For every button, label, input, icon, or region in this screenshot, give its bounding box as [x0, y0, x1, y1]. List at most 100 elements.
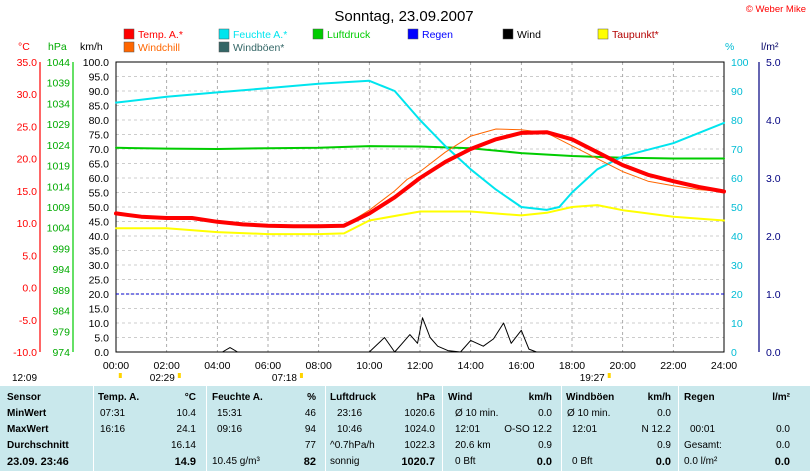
wind-unit-label: km/h	[80, 41, 103, 53]
time-marker-1	[177, 373, 181, 378]
max-hum-val: 94	[304, 424, 316, 435]
table-row-current: 23.09. 23:46 14.9 10.45 g/m³ 82 sonnig 1…	[0, 456, 810, 470]
time-marker-label-2: 07:18	[272, 373, 297, 384]
max-wind-time: 12:01	[455, 424, 481, 435]
pressure-tick-label: 1014	[47, 181, 71, 193]
legend-label-4: Wind	[517, 29, 541, 41]
table-header-row: Sensor Temp. A. °C Feuchte A. % Luftdruc…	[0, 392, 810, 406]
hdr-hum: Feuchte A.	[212, 392, 263, 403]
wind-tick-label: 0.0	[94, 347, 109, 359]
current-wind-val: 0.0	[536, 456, 552, 468]
time-marker-2	[299, 373, 303, 378]
chart-grid	[115, 61, 725, 353]
hdr-hum-unit: %	[307, 392, 316, 403]
max-label: MaxWert	[7, 424, 49, 435]
current-hum-val: 82	[303, 456, 316, 468]
current-press-val: 1020.7	[401, 456, 435, 468]
pressure-unit-label: hPa	[48, 41, 67, 53]
avg-gust-val: 0.9	[657, 440, 671, 451]
plot-frame	[115, 61, 725, 353]
humidity-tick-label: 80	[731, 115, 743, 127]
min-hum-val: 46	[304, 408, 316, 419]
avg-rain-val: 0.0	[776, 440, 790, 451]
time-marker-label-0: 12:09	[12, 373, 37, 384]
humidity-tick-label: 30	[731, 260, 743, 272]
wind-tick-label: 95.0	[89, 72, 110, 84]
temp-tick-label: 35.0	[17, 57, 38, 69]
time-marker-0	[118, 373, 122, 378]
legend-swatch-7	[218, 41, 230, 53]
avg-wind-label: 20.6 km	[455, 440, 491, 451]
current-wind-label: 0 Bft	[455, 456, 476, 467]
x-tick-label: 16:00	[508, 360, 534, 372]
wind-tick-label: 30.0	[89, 260, 110, 272]
min-gust-val: 0.0	[657, 408, 671, 419]
wind-tick-label: 20.0	[89, 289, 110, 301]
hdr-temp: Temp. A.	[98, 392, 140, 403]
pressure-tick-label: 984	[52, 306, 70, 318]
temp-tick-label: 20.0	[17, 154, 38, 166]
x-tick-label: 04:00	[204, 360, 230, 372]
humidity-tick-label: 90	[731, 86, 743, 98]
x-tick-label: 10:00	[356, 360, 382, 372]
min-press-time: 23:16	[337, 408, 363, 419]
rain-tick-label: 5.0	[766, 57, 781, 69]
pressure-tick-label: 1004	[47, 223, 71, 235]
wind-tick-label: 55.0	[89, 188, 110, 200]
wind-tick-label: 60.0	[89, 173, 110, 185]
legend-label-7: Windböen*	[233, 42, 284, 54]
wind-tick-label: 65.0	[89, 159, 110, 171]
table-row-max: MaxWert 16:16 24.1 09:16 94 10:46 1024.0…	[0, 424, 810, 438]
time-marker-3	[607, 373, 611, 378]
legend-label-0: Temp. A.*	[138, 29, 183, 41]
temp-tick-label: 30.0	[17, 89, 38, 101]
x-tick-label: 06:00	[255, 360, 281, 372]
pressure-tick-label: 989	[52, 285, 70, 297]
current-label: 23.09. 23:46	[7, 456, 69, 468]
series-line-taupunkt	[115, 204, 725, 236]
series-line-feuchte-a	[115, 79, 725, 211]
avg-hum-val: 77	[304, 440, 316, 451]
max-rain-val: 0.0	[776, 424, 790, 435]
hdr-sensor: Sensor	[7, 392, 41, 403]
humidity-tick-label: 40	[731, 231, 743, 243]
legend-label-1: Feuchte A.*	[233, 29, 287, 41]
wind-tick-label: 5.0	[94, 333, 109, 345]
chart-title: Sonntag, 23.09.2007	[334, 8, 473, 25]
time-marker-label-3: 19:27	[580, 373, 605, 384]
max-press-val: 1024.0	[404, 424, 435, 435]
temp-tick-label: 0.0	[22, 283, 37, 295]
watermark: © Weber Mike	[746, 4, 806, 15]
current-hum-label: 10.45 g/m³	[212, 456, 260, 467]
wind-tick-label: 15.0	[89, 304, 110, 316]
min-wind-label: Ø 10 min.	[455, 408, 499, 419]
wind-tick-label: 70.0	[89, 144, 110, 156]
min-hum-time: 15:31	[217, 408, 243, 419]
max-press-time: 10:46	[337, 424, 363, 435]
rain-tick-label: 3.0	[766, 173, 781, 185]
series-line-temp-a	[114, 130, 726, 229]
rain-tick-label: 4.0	[766, 115, 781, 127]
table-row-avg: Durchschnitt 16.14 77 ^0.7hPa/h 1022.3 2…	[0, 440, 810, 454]
hdr-wind: Wind	[448, 392, 473, 403]
hdr-gust-unit: km/h	[647, 392, 671, 403]
legend-label-5: Taupunkt*	[612, 29, 659, 41]
hdr-press-unit: hPa	[416, 392, 435, 403]
legend-swatch-5	[597, 28, 609, 40]
temp-tick-label: 10.0	[17, 218, 38, 230]
x-tick-label: 02:00	[154, 360, 180, 372]
max-temp-val: 24.1	[176, 424, 196, 435]
current-press-label: sonnig	[330, 456, 360, 467]
avg-rain-label: Gesamt:	[684, 440, 722, 451]
hdr-rain: Regen	[684, 392, 715, 403]
min-gust-label: Ø 10 min.	[567, 408, 611, 419]
max-rain-time: 00:01	[690, 424, 716, 435]
humidity-unit-label: %	[725, 41, 734, 53]
series-line-wind	[115, 317, 725, 353]
x-tick-label: 08:00	[306, 360, 332, 372]
hdr-rain-unit: l/m²	[772, 392, 790, 403]
legend-swatch-4	[502, 28, 514, 40]
avg-press-val: 1022.3	[404, 440, 435, 451]
current-rain-val: 0.0	[774, 456, 790, 468]
temp-tick-label: 15.0	[17, 186, 38, 198]
